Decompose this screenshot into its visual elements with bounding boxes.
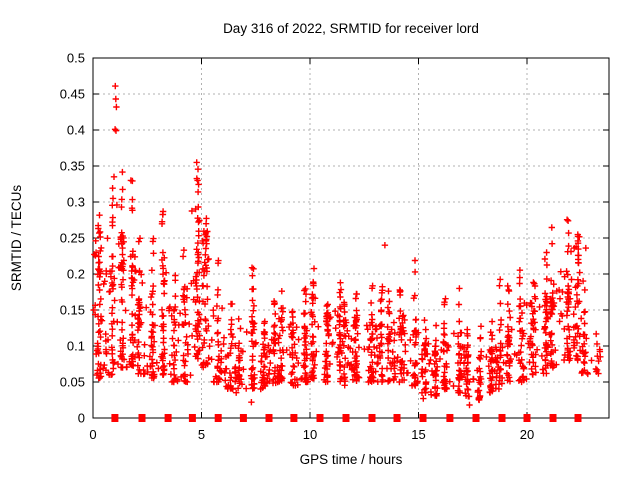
y-tick-label: 0.15 (60, 303, 85, 318)
y-tick-label: 0.25 (60, 231, 85, 246)
y-tick-label: 0.35 (60, 159, 85, 174)
x-tick-label: 20 (520, 427, 534, 442)
chart-title: Day 316 of 2022, SRMTID for receiver lor… (223, 21, 479, 36)
data-points (90, 82, 604, 409)
y-tick-label: 0.2 (67, 267, 85, 282)
axis-ticks (92, 57, 609, 419)
x-tick-label: 10 (303, 427, 317, 442)
y-tick-label: 0.4 (67, 123, 85, 138)
data-points-layer (90, 82, 604, 422)
x-axis-label: GPS time / hours (300, 452, 403, 467)
y-tick-label: 0.05 (60, 375, 85, 390)
x-tick-label: 0 (89, 427, 96, 442)
y-tick-label: 0.45 (60, 87, 85, 102)
x-tick-label: 15 (411, 427, 425, 442)
y-axis-label: SRMTID / TECUs (9, 185, 24, 292)
y-tick-label: 0.3 (67, 195, 85, 210)
x-tick-label: 5 (198, 427, 205, 442)
y-tick-label: 0.1 (67, 339, 85, 354)
y-tick-label: 0.5 (67, 51, 85, 66)
x-tick-labels: 0 5 10 15 20 (89, 427, 534, 442)
y-tick-labels: 0 0.05 0.1 0.15 0.2 0.25 0.3 0.35 0.4 0.45 0.5 (60, 51, 85, 426)
baseline-square-markers (111, 414, 582, 422)
y-tick-label: 0 (78, 411, 85, 426)
